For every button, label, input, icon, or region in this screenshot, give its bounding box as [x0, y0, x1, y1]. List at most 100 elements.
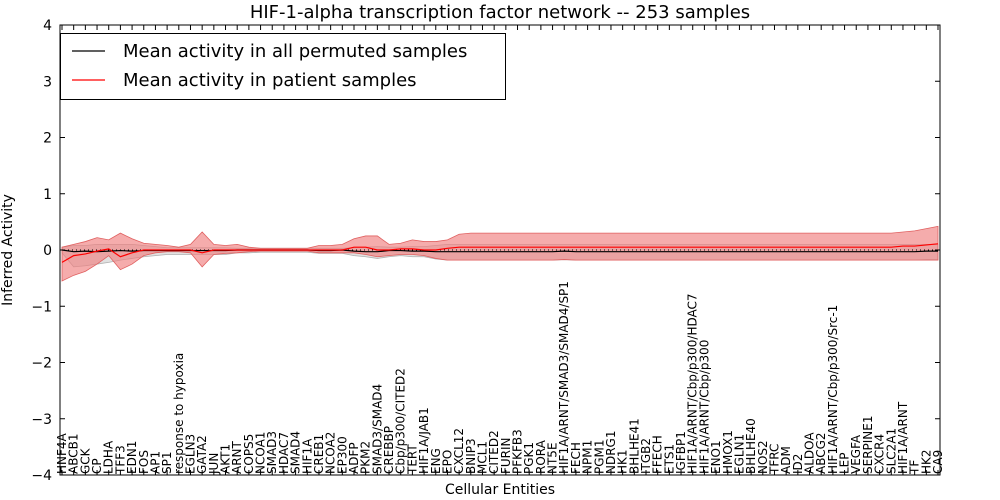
legend: Mean activity in all permuted samples Me… — [60, 33, 506, 100]
x-tick-label: SMAD4 — [289, 431, 303, 474]
x-tick-label: ID2 — [791, 454, 805, 474]
x-tick-label: BNIP3 — [464, 438, 478, 474]
x-tick-label: SMAD3 — [265, 431, 279, 474]
x-tick-label: ABCG2 — [814, 432, 828, 474]
x-tick-label: PFKFB3 — [511, 429, 525, 474]
x-tick-label: JUN — [207, 453, 221, 475]
x-tick-label: ITGB2 — [639, 438, 653, 474]
x-tick-label: HIF1A/JAB1 — [417, 407, 431, 474]
x-tick-label: CA9 — [931, 450, 945, 474]
x-tick-label: MCL1 — [475, 441, 489, 474]
x-tick-label: ABCB1 — [67, 434, 81, 474]
legend-label-permuted: Mean activity in all permuted samples — [123, 41, 467, 62]
x-tick-label: IGFBP1 — [674, 431, 688, 474]
x-tick-label: LEP — [838, 452, 852, 474]
x-tick-label: ALDOA — [803, 432, 817, 474]
x-tick-label: TFRC — [767, 444, 781, 475]
x-tick-label: AKT1 — [219, 444, 233, 474]
x-tick-label: FFECH — [651, 435, 665, 474]
x-tick-label: TF — [908, 460, 922, 475]
x-tick-label: HDAC7 — [277, 432, 291, 474]
x-tick-label: GCK — [78, 447, 92, 474]
x-tick-label: EP300 — [335, 436, 349, 474]
x-tick-label: CITED2 — [487, 430, 501, 474]
x-tick-label: EPO — [440, 450, 454, 474]
x-tick-label: SP1 — [160, 452, 174, 475]
x-tick-label: FURIN — [499, 437, 513, 474]
y-tick-label: −3 — [31, 412, 52, 428]
y-tick-label: −1 — [31, 299, 52, 315]
x-tick-label: AP1 — [148, 451, 162, 474]
x-tick-label: HIF1A/ARNT/SMAD3/SMAD4/SP1 — [557, 281, 571, 474]
x-tick-label: EGLN1 — [732, 434, 746, 474]
legend-label-patient: Mean activity in patient samples — [123, 70, 417, 91]
x-axis-ticks: HNF4AABCB1GCKCPLDHATFF3EDN1FOSAP1SP1resp… — [55, 25, 945, 475]
x-tick-label: ETS1 — [662, 444, 676, 474]
x-tick-label: EGLN3 — [183, 434, 197, 474]
x-tick-label: RORA — [534, 439, 548, 474]
x-tick-label: HK2 — [919, 449, 933, 474]
x-tick-label: SMAD3/SMAD4 — [370, 384, 384, 474]
x-tick-label: HIF1A/ARNT/Cbp/p300 — [697, 340, 711, 474]
x-tick-label: CXCL12 — [452, 428, 466, 474]
x-tick-label: COPS5 — [242, 434, 256, 474]
x-tick-label: CREB1 — [312, 434, 326, 474]
x-tick-label: GATA2 — [195, 435, 209, 474]
x-axis-label: Cellular Entities — [445, 482, 555, 498]
x-tick-label: response to hypoxia — [172, 353, 186, 474]
x-tick-label: PKM2 — [359, 441, 373, 474]
x-tick-label: NOS2 — [756, 440, 770, 474]
x-tick-label: ENO1 — [709, 440, 723, 474]
x-tick-label: LDHA — [102, 440, 116, 474]
x-tick-label: ENG — [429, 448, 443, 474]
y-tick-label: 3 — [43, 74, 52, 90]
x-tick-label: Cbp/p300/CITED2 — [394, 368, 408, 474]
x-tick-label: NPM1 — [581, 440, 595, 474]
legend-box — [60, 33, 506, 100]
series-lines — [61, 243, 939, 263]
y-axis-label: Inferred Activity — [0, 194, 16, 306]
x-tick-label: SERPINE1 — [861, 415, 875, 474]
x-tick-label: HNF4A — [55, 432, 69, 474]
x-tick-label: CXCR4 — [873, 434, 887, 474]
x-tick-label: ADM — [779, 446, 793, 474]
x-tick-label: VEGFA — [849, 434, 863, 474]
line-patient-mean — [61, 243, 939, 263]
chart-title: HIF-1-alpha transcription factor network… — [250, 2, 750, 23]
x-tick-label: SLC2A1 — [884, 428, 898, 474]
x-tick-label: FECH — [569, 442, 583, 474]
y-axis-ticks: 4 3 2 1 0 −1 −2 −3 −4 — [31, 18, 940, 484]
x-tick-label: HIF1A/ARNT — [896, 401, 910, 474]
plot-frame — [59, 24, 941, 476]
x-tick-label: HK1 — [616, 449, 630, 474]
x-tick-label: NDRG1 — [604, 431, 618, 475]
x-tick-label: NT5E — [546, 442, 560, 474]
x-tick-label: HIF1A/ARNT/Cbp/p300/Src-1 — [826, 305, 840, 474]
x-tick-label: PGM1 — [592, 439, 606, 474]
y-tick-label: −4 — [31, 468, 52, 484]
x-tick-label: PGK1 — [522, 442, 536, 474]
y-tick-label: −2 — [31, 356, 52, 372]
band-patient — [61, 225, 939, 282]
x-tick-label: HMOX1 — [721, 430, 735, 474]
x-tick-label: ARNT — [230, 440, 244, 474]
x-tick-label: FOS — [137, 450, 151, 474]
x-tick-label: BHLHE40 — [744, 418, 758, 474]
x-tick-label: NCOA1 — [254, 432, 268, 474]
x-tick-label: NCOA2 — [324, 432, 338, 474]
y-tick-label: 1 — [43, 187, 52, 203]
x-tick-label: TERT — [405, 444, 419, 475]
line-permuted-mean — [61, 249, 938, 253]
x-tick-label: TFF3 — [113, 445, 127, 475]
y-tick-label: 2 — [43, 131, 52, 147]
x-tick-label: HIF1A/ARNT/Cbp/p300/HDAC7 — [686, 293, 700, 474]
y-tick-label: 4 — [43, 18, 52, 34]
x-tick-label: ADFP — [347, 442, 361, 474]
y-tick-label: 0 — [43, 243, 52, 259]
x-tick-label: EDN1 — [125, 441, 139, 474]
x-tick-label: HIF1A — [300, 438, 314, 474]
x-tick-label: BHLHE41 — [627, 418, 641, 474]
x-tick-label: CP — [90, 458, 104, 474]
x-tick-label: CREBBP — [382, 426, 396, 474]
